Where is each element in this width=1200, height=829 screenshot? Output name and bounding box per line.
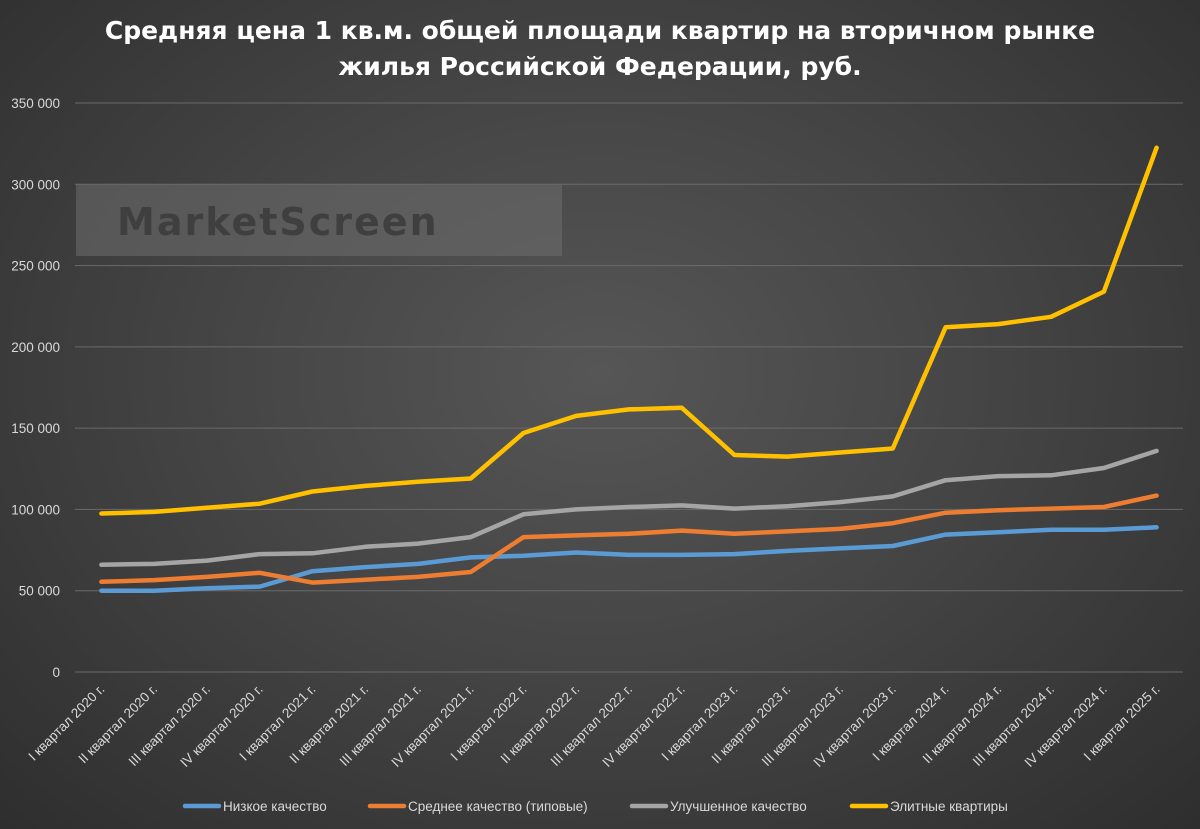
y-tick-label: 100 000 <box>11 502 60 517</box>
legend-item: Улучшенное качество <box>629 799 807 814</box>
legend: Низкое качество Среднее качество (типовые… <box>182 799 1008 814</box>
series-line-4 <box>99 145 1159 516</box>
legend-label: Низкое качество <box>223 799 327 814</box>
watermark-box <box>76 184 562 256</box>
legend-label: Среднее качество (типовые) <box>408 799 588 814</box>
gridlines <box>75 102 1183 673</box>
series-line-1 <box>99 525 1159 593</box>
legend-label: Элитные квартиры <box>890 799 1008 814</box>
legend-item: Среднее качество (типовые) <box>367 799 588 814</box>
y-tick-label: 350 000 <box>11 96 60 111</box>
legend-item: Элитные квартиры <box>849 799 1008 814</box>
chart-title-line-1: Средняя цена 1 кв.м. общей площади кварт… <box>105 16 1095 45</box>
series-line-3 <box>99 448 1159 567</box>
y-tick-label: 250 000 <box>11 259 60 274</box>
legend-label: Улучшенное качество <box>670 799 807 814</box>
y-tick-label: 300 000 <box>11 177 60 192</box>
watermark-text: MarketScreen <box>117 200 439 244</box>
chart-title-line-2: жилья Российской Федерации, руб. <box>338 52 861 81</box>
y-tick-label: 150 000 <box>11 421 60 436</box>
legend-item: Низкое качество <box>182 799 327 814</box>
series-lines <box>99 145 1159 593</box>
y-tick-label: 200 000 <box>11 340 60 355</box>
y-tick-label: 50 000 <box>19 584 60 599</box>
y-tick-label: 0 <box>52 665 60 680</box>
y-axis-tick-labels: 0 50 000 100 000 150 000 200 000 250 000 300 0… <box>11 96 60 680</box>
watermark: MarketScreen <box>76 184 562 256</box>
x-axis-tick-labels: I квартал 2020 г.II квартал 2020 г.III к… <box>25 682 1162 770</box>
series-line-2 <box>99 493 1159 585</box>
